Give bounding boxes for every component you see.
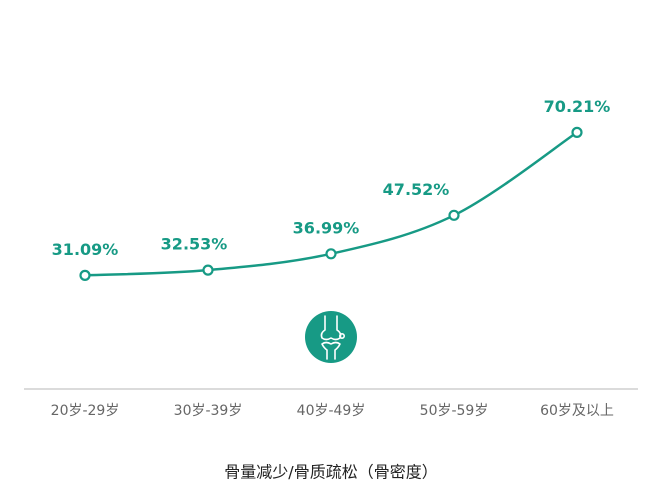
value-label: 31.09% [52,240,119,259]
point [325,248,337,260]
axis-title: 骨量减少/骨质疏松（骨密度） [224,463,437,482]
value-label: 70.21% [544,97,611,116]
x-tick-label: 30岁-39岁 [174,403,243,419]
value-label: 32.53% [161,235,228,254]
point [448,209,460,221]
point [571,126,583,138]
x-tick-label: 50岁-59岁 [420,403,489,419]
x-tick-label: 40岁-49岁 [297,403,366,419]
knee-icon [305,311,357,363]
value-label: 36.99% [293,218,360,237]
x-tick-label: 60岁及以上 [540,403,614,419]
x-tick-label: 20岁-29岁 [51,403,120,419]
value-label: 47.52% [383,180,450,199]
point [79,269,91,281]
point [202,264,214,276]
